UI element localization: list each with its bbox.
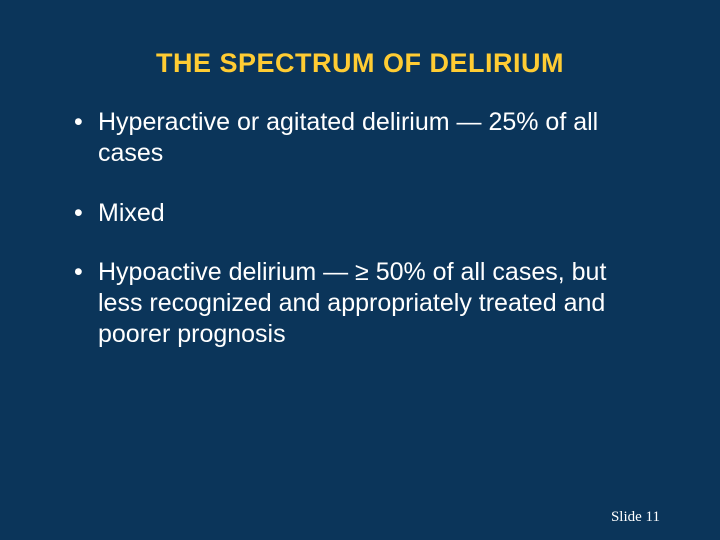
list-item: Mixed [70,198,650,229]
bullet-list: Hyperactive or agitated delirium — 25% o… [70,107,650,351]
slide-container: THE SPECTRUM OF DELIRIUM Hyperactive or … [0,0,720,540]
slide-number: Slide 11 [611,509,660,526]
list-item: Hyperactive or agitated delirium — 25% o… [70,107,650,170]
list-item: Hypoactive delirium — ≥ 50% of all cases… [70,257,650,351]
slide-title: THE SPECTRUM OF DELIRIUM [70,48,650,79]
